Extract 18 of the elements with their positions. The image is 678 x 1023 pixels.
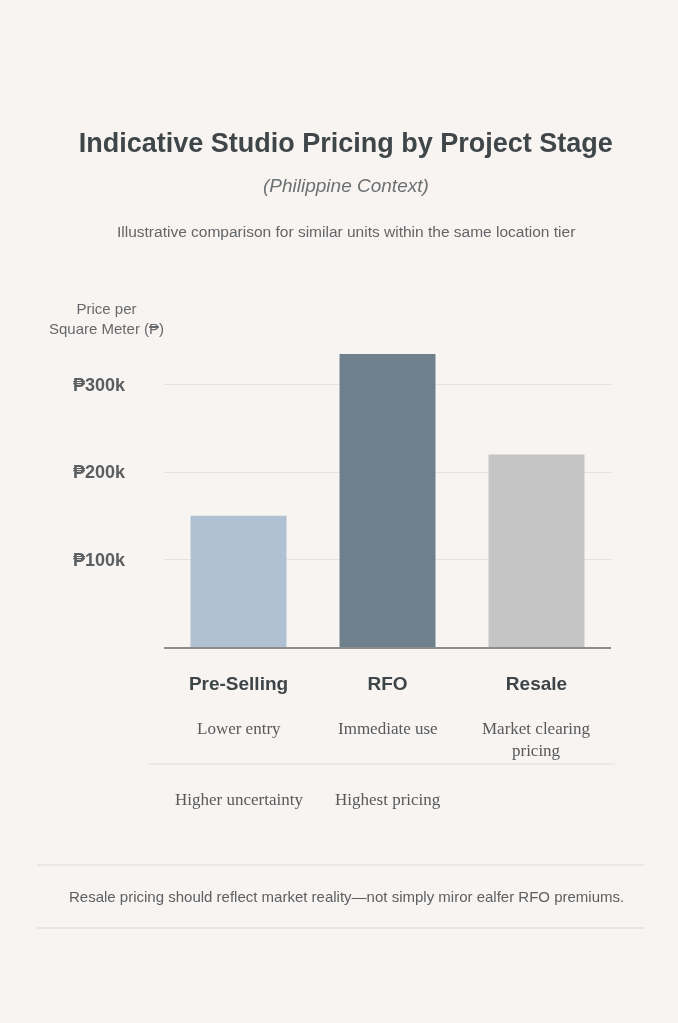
bar (488, 454, 585, 647)
y-axis-title: Price per Square Meter (₱) (49, 300, 165, 337)
x-tick-label: RFO (367, 672, 408, 694)
chart-title: Indicative Studio Pricing by Project Stage (78, 128, 613, 159)
x-tick-label: Pre-Selling (188, 672, 289, 694)
text: Highest pricing (335, 790, 441, 809)
text: Lower entry (197, 719, 282, 738)
text: (Philippine Context) Illustrative comparison for similar units within the same location tier (117, 175, 576, 240)
bar (190, 515, 287, 647)
x-tick-label: Resale (505, 672, 568, 694)
bar (339, 354, 436, 647)
text: Higher uncertainty (175, 790, 304, 809)
y-tick-label: ₱200k (72, 462, 126, 483)
text: Immediate use (338, 719, 438, 738)
y-tick-label: ₱100k (72, 549, 126, 570)
y-tick-label: ₱300k (72, 374, 126, 395)
text: Resale pricing should reflect market reality—not simply miror ealfer RFO premiums. (69, 888, 625, 905)
text: Market clearing pricing (482, 719, 591, 761)
